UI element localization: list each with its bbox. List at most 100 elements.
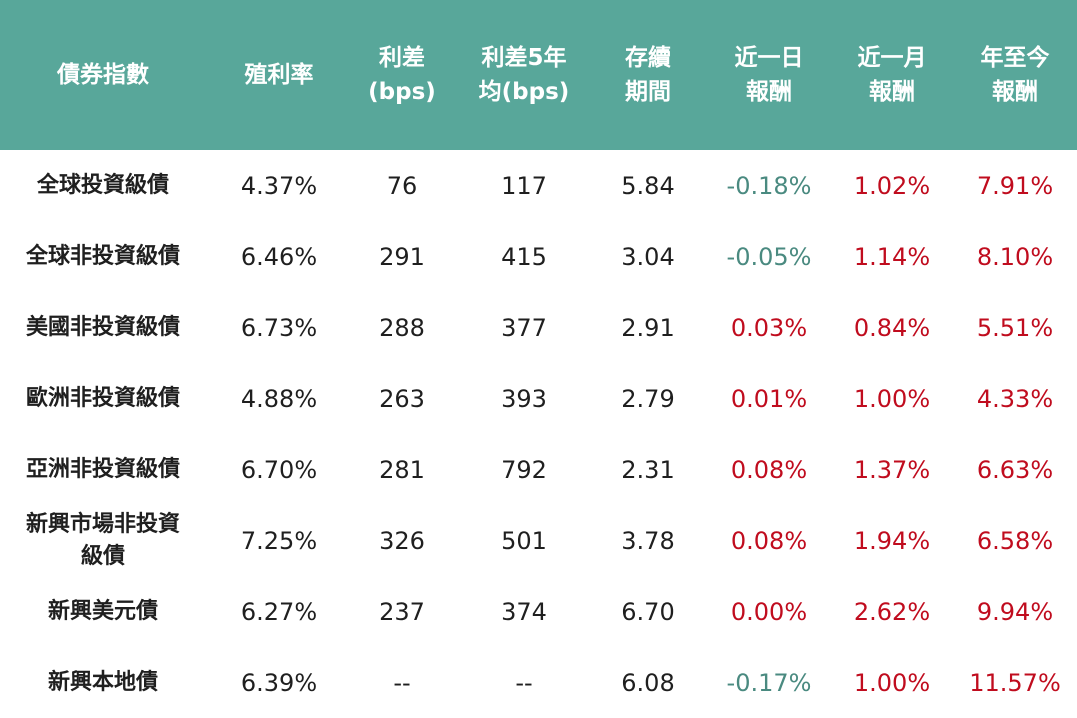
table-row: 新興美元債 6.27% 237 374 6.70 0.00% 2.62% 9.94% — [0, 576, 1077, 647]
return-1m-cell: 0.84% — [853, 313, 931, 342]
header-yield: 殖利率 — [209, 0, 349, 150]
duration-cell: 3.04 — [621, 242, 675, 271]
yield-cell: 6.73% — [240, 313, 318, 342]
index-name-cell: 全球非投資級債 — [0, 221, 206, 292]
header-label-line: 利差5年 — [481, 45, 567, 71]
header-label-line: (bps) — [368, 79, 436, 105]
duration-cell: 6.70 — [621, 597, 675, 626]
header-label-line: 債券指數 — [57, 62, 149, 88]
header-label-line: 報酬 — [869, 79, 915, 105]
spread-cell: 326 — [379, 526, 425, 555]
return-ytd-cell: 7.91% — [976, 171, 1054, 200]
index-name-line: 新興本地債 — [47, 669, 158, 695]
index-name-line: 亞洲非投資級債 — [25, 456, 180, 482]
yield-cell: 7.25% — [240, 526, 318, 555]
header-label-line: 年至今 — [980, 45, 1050, 71]
duration-cell: 2.31 — [621, 455, 675, 484]
return-ytd-cell: 6.63% — [976, 455, 1054, 484]
table-row: 全球非投資級債 6.46% 291 415 3.04 -0.05% 1.14% 8.10% — [0, 221, 1077, 292]
return-1m-cell: 1.14% — [853, 242, 931, 271]
return-1d-cell: 0.03% — [730, 313, 808, 342]
duration-cell: 2.91 — [621, 313, 675, 342]
spread-5y-cell: 501 — [501, 526, 547, 555]
spread-5y-cell: 374 — [501, 597, 547, 626]
return-1m-cell: 1.02% — [853, 171, 931, 200]
return-1d-cell: -0.05% — [726, 242, 812, 271]
duration-cell: 2.79 — [621, 384, 675, 413]
index-name-cell: 歐洲非投資級債 — [0, 363, 206, 434]
return-1m-cell: 1.00% — [853, 668, 931, 697]
index-name-line: 新興美元債 — [47, 598, 158, 624]
header-label-line: 存續 — [625, 45, 671, 71]
table-row: 新興市場非投資 級債 7.25% 326 501 3.78 0.08% 1.94% 6.58% — [0, 505, 1077, 576]
table-row: 美國非投資級債 6.73% 288 377 2.91 0.03% 0.84% 5.51% — [0, 292, 1077, 363]
return-ytd-cell: 6.58% — [976, 526, 1054, 555]
return-ytd-cell: 4.33% — [976, 384, 1054, 413]
table-row: 新興本地債 6.39% -- -- 6.08 -0.17% 1.00% 11.57% — [0, 647, 1077, 718]
return-1d-cell: 0.00% — [730, 597, 808, 626]
return-1d-cell: 0.01% — [730, 384, 808, 413]
return-ytd-cell: 8.10% — [976, 242, 1054, 271]
return-1d-cell: -0.18% — [726, 171, 812, 200]
header-label-line: 利差 — [379, 45, 425, 71]
table-row: 歐洲非投資級債 4.88% 263 393 2.79 0.01% 1.00% 4.33% — [0, 363, 1077, 434]
return-1m-cell: 1.37% — [853, 455, 931, 484]
table-row: 亞洲非投資級債 6.70% 281 792 2.31 0.08% 1.37% 6.63% — [0, 434, 1077, 505]
index-name-line: 歐洲非投資級債 — [25, 385, 180, 411]
return-1d-cell: 0.08% — [730, 455, 808, 484]
header-index: 債券指數 — [0, 0, 206, 150]
duration-cell: 3.78 — [621, 526, 675, 555]
index-name-line: 全球非投資級債 — [25, 243, 180, 269]
index-name-line: 全球投資級債 — [36, 172, 169, 198]
yield-cell: 6.46% — [240, 242, 318, 271]
yield-cell: 4.37% — [240, 171, 318, 200]
header-spread-5y: 利差5年均(bps) — [454, 0, 594, 150]
spread-5y-cell: 117 — [501, 171, 547, 200]
index-name-line: 新興市場非投資 — [25, 511, 180, 537]
spread-5y-cell: 415 — [501, 242, 547, 271]
spread-cell: 288 — [379, 313, 425, 342]
return-1d-cell: -0.17% — [726, 668, 812, 697]
index-name-cell: 新興市場非投資 級債 — [0, 505, 206, 576]
spread-cell: 291 — [379, 242, 425, 271]
header-label-line: 報酬 — [992, 79, 1038, 105]
header-return-1d: 近一日 報酬 — [704, 0, 834, 150]
table-header: 債券指數 殖利率 利差 (bps) 利差5年 均(bps) 存續 期間 近一日 報酬 近一月 報酬 年至… — [0, 0, 1077, 150]
index-name-cell: 美國非投資級債 — [0, 292, 206, 363]
duration-cell: 6.08 — [621, 668, 675, 697]
header-duration: 存續 期間 — [593, 0, 703, 150]
spread-5y-cell: 792 — [501, 455, 547, 484]
index-name-cell: 新興本地債 — [0, 647, 206, 718]
yield-cell: 4.88% — [240, 384, 318, 413]
return-1m-cell: 1.94% — [853, 526, 931, 555]
header-return-ytd: 年至今 報酬 — [953, 0, 1077, 150]
table-row: 全球投資級債 4.37% 76 117 5.84 -0.18% 1.02% 7.91% — [0, 150, 1077, 221]
return-1d-cell: 0.08% — [730, 526, 808, 555]
index-name-line: 美國非投資級債 — [25, 314, 180, 340]
header-label-line: 均(bps) — [478, 79, 570, 105]
spread-cell: 263 — [379, 384, 425, 413]
return-ytd-cell: 11.57% — [969, 668, 1061, 697]
header-label-line: 近一日 — [734, 45, 804, 71]
header-return-1m: 近一月 報酬 — [832, 0, 952, 150]
return-1m-cell: 1.00% — [853, 384, 931, 413]
spread-cell: 281 — [379, 455, 425, 484]
index-name-line: 級債 — [80, 543, 125, 569]
return-1m-cell: 2.62% — [853, 597, 931, 626]
index-name-cell: 亞洲非投資級債 — [0, 434, 206, 505]
spread-cell: 237 — [379, 597, 425, 626]
spread-5y-cell: 377 — [501, 313, 547, 342]
duration-cell: 5.84 — [621, 171, 675, 200]
return-ytd-cell: 5.51% — [976, 313, 1054, 342]
header-label-line: 殖利率 — [244, 62, 314, 88]
spread-cell: 76 — [386, 171, 418, 200]
spread-cell: -- — [393, 668, 411, 697]
header-spread: 利差 (bps) — [347, 0, 457, 150]
yield-cell: 6.27% — [240, 597, 318, 626]
yield-cell: 6.70% — [240, 455, 318, 484]
header-label-line: 期間 — [625, 79, 671, 105]
header-label-line: 近一月 — [857, 45, 927, 71]
yield-cell: 6.39% — [240, 668, 318, 697]
spread-5y-cell: 393 — [501, 384, 547, 413]
